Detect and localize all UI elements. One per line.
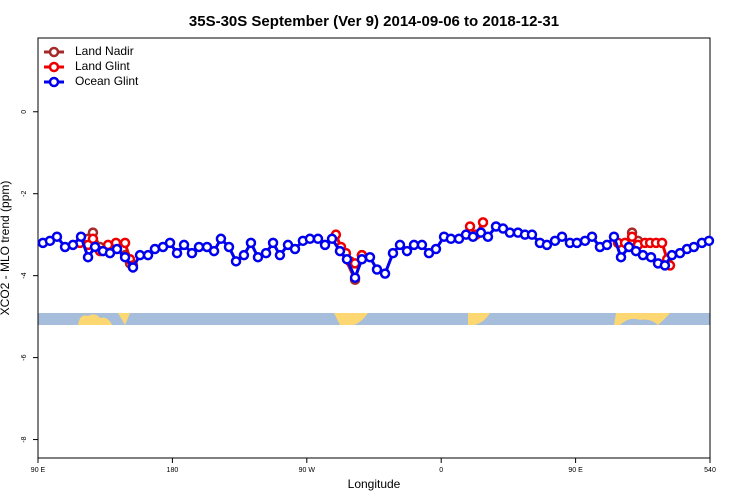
data-point bbox=[193, 241, 205, 253]
data-point bbox=[371, 264, 383, 275]
data-point bbox=[186, 247, 198, 259]
data-point bbox=[164, 237, 176, 249]
legend-marker bbox=[48, 46, 60, 58]
data-point bbox=[645, 251, 657, 263]
data-point bbox=[149, 243, 161, 255]
data-point bbox=[67, 239, 79, 251]
y-tick-label: -2 bbox=[21, 190, 28, 196]
data-point bbox=[75, 231, 87, 242]
x-axis-label: Longitude bbox=[348, 477, 401, 491]
data-point bbox=[601, 239, 613, 251]
data-point bbox=[89, 241, 101, 253]
data-point bbox=[387, 247, 399, 259]
data-point bbox=[637, 249, 649, 261]
data-point bbox=[171, 247, 183, 259]
data-point bbox=[111, 243, 123, 255]
data-point bbox=[401, 245, 413, 257]
data-point bbox=[541, 239, 553, 251]
y-tick-label: -6 bbox=[21, 354, 28, 360]
plot-frame bbox=[37, 37, 711, 459]
data-point bbox=[656, 237, 668, 249]
data-point bbox=[82, 251, 94, 263]
x-tick-label: 0 bbox=[439, 467, 443, 474]
data-point bbox=[252, 251, 264, 263]
data-point bbox=[608, 231, 620, 242]
data-point bbox=[238, 249, 250, 261]
data-point bbox=[127, 262, 139, 273]
data-point bbox=[703, 235, 715, 247]
data-point bbox=[230, 256, 242, 267]
data-point bbox=[615, 251, 627, 263]
data-point bbox=[526, 229, 538, 240]
data-point bbox=[119, 251, 131, 263]
data-point bbox=[626, 231, 638, 242]
ocean-strip bbox=[38, 313, 710, 325]
x-tick-label: 540 bbox=[704, 467, 716, 474]
data-point bbox=[208, 245, 220, 257]
data-point bbox=[245, 237, 257, 249]
land-strip bbox=[468, 313, 490, 325]
legend-marker bbox=[48, 76, 60, 88]
data-point bbox=[178, 239, 190, 251]
data-point bbox=[289, 243, 301, 255]
y-tick-label: 0 bbox=[21, 110, 28, 114]
data-point bbox=[586, 231, 598, 242]
x-tick-label: 90 E bbox=[568, 467, 583, 474]
data-point bbox=[688, 241, 700, 253]
data-point bbox=[482, 231, 494, 242]
data-point bbox=[51, 231, 63, 242]
data-point bbox=[223, 241, 235, 253]
y-axis-label: XCO2 - MLO trend (ppm) bbox=[0, 181, 12, 316]
data-point bbox=[142, 249, 154, 261]
data-point bbox=[260, 247, 272, 259]
data-point bbox=[119, 237, 131, 249]
data-point bbox=[349, 272, 361, 283]
data-point bbox=[416, 239, 428, 251]
data-point bbox=[312, 233, 324, 245]
y-tick-label: -8 bbox=[21, 436, 28, 442]
data-point bbox=[467, 231, 479, 242]
data-point bbox=[504, 227, 516, 238]
data-point bbox=[556, 231, 568, 242]
data-point bbox=[319, 239, 331, 251]
data-point bbox=[364, 251, 376, 263]
data-point bbox=[341, 254, 353, 265]
legend-marker bbox=[48, 61, 60, 73]
land-strip bbox=[78, 313, 130, 325]
data-point bbox=[326, 233, 338, 245]
data-point bbox=[334, 245, 346, 257]
land-strip bbox=[614, 313, 670, 325]
x-tick-label: 180 bbox=[167, 467, 179, 474]
data-point bbox=[477, 217, 489, 228]
data-point bbox=[430, 243, 442, 255]
data-point bbox=[274, 249, 286, 261]
x-tick-label: 90 W bbox=[299, 467, 316, 474]
land-strip bbox=[334, 313, 368, 325]
data-point bbox=[379, 268, 391, 279]
data-point bbox=[571, 237, 583, 249]
data-point bbox=[87, 233, 99, 245]
y-tick-label: -4 bbox=[21, 272, 28, 278]
legend-label: Ocean Glint bbox=[75, 74, 139, 88]
data-point bbox=[445, 233, 457, 245]
data-point bbox=[394, 239, 406, 251]
data-point bbox=[134, 249, 146, 261]
data-point bbox=[666, 249, 678, 261]
legend-label: Land Glint bbox=[75, 59, 130, 73]
chart-title: 35S-30S September (Ver 9) 2014-09-06 to … bbox=[189, 13, 559, 30]
x-tick-label: 90 E bbox=[31, 467, 46, 474]
data-point bbox=[464, 221, 476, 232]
map-strip bbox=[38, 313, 710, 325]
data-point bbox=[215, 233, 227, 245]
data-point bbox=[659, 260, 671, 271]
legend-label: Land Nadir bbox=[75, 44, 134, 58]
data-point bbox=[267, 237, 279, 249]
data-point bbox=[304, 233, 316, 245]
data-point bbox=[356, 254, 368, 265]
